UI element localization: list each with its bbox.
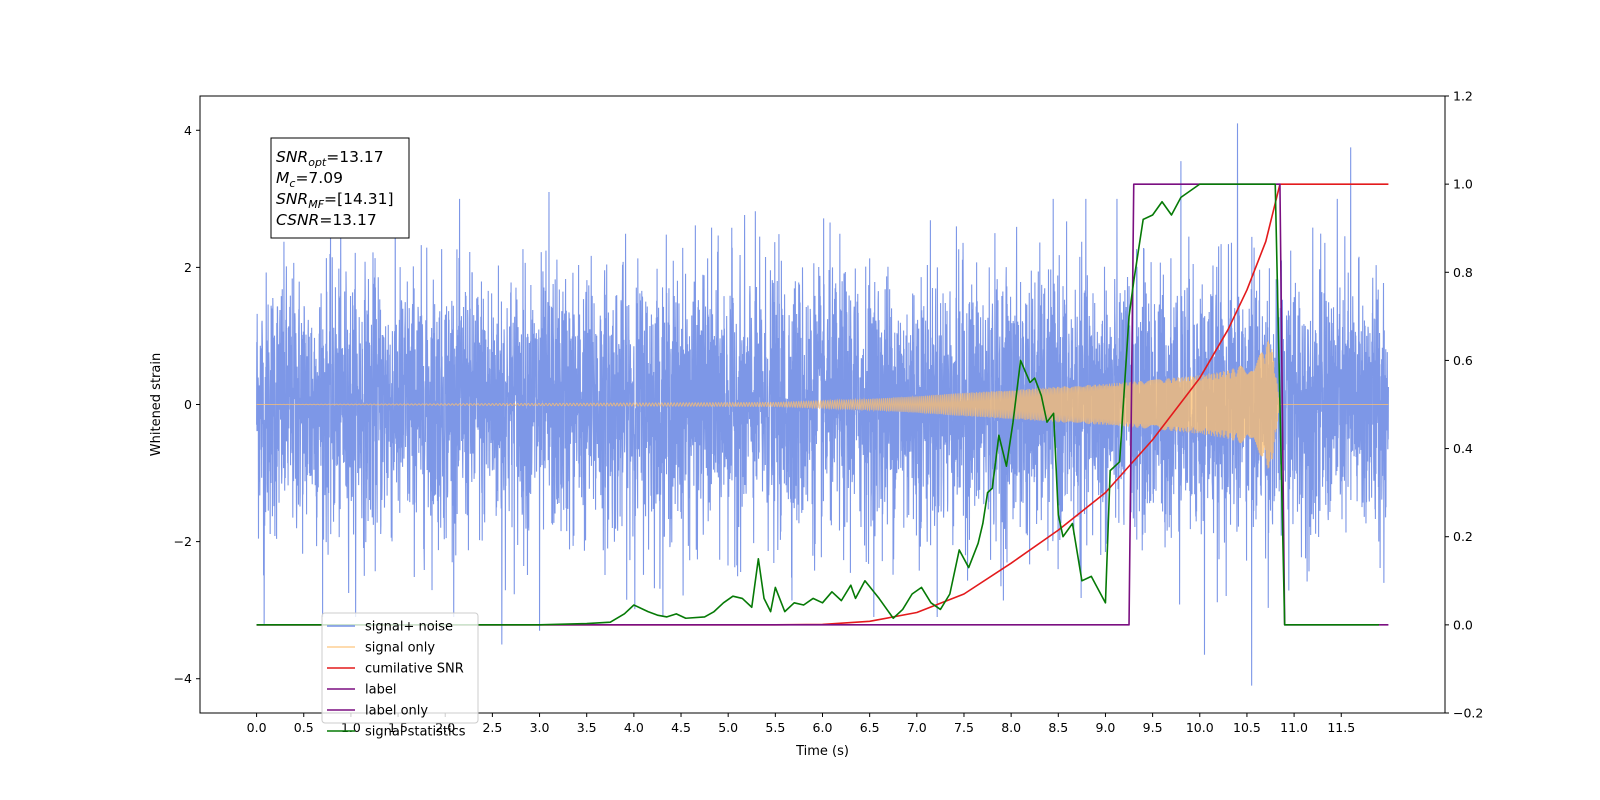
x-tick-label: 3.0 [530,720,550,735]
annotation-value: =[14.31] [324,190,393,208]
x-tick-label: 2.5 [482,720,502,735]
annotation-subscript: MF [308,198,324,211]
annotation-line: CSNR=13.17 [276,211,377,229]
legend-label: label only [365,704,428,719]
annotation-line: SNRopt=13.17 [276,148,384,169]
x-tick-label: 0.5 [294,720,314,735]
y-right-tick-label: 0.4 [1453,441,1473,456]
y-right-tick-label: 0.8 [1453,265,1473,280]
x-tick-label: 3.5 [577,720,597,735]
x-tick-label: 8.5 [1048,720,1068,735]
x-tick-label: 10.5 [1233,720,1261,735]
annotation-symbol: CSNR [276,211,319,229]
x-tick-label: 4.5 [671,720,691,735]
annotation-subscript: opt [308,156,327,169]
x-tick-label: 11.5 [1327,720,1355,735]
annotation-line: SNRMF=[14.31] [276,190,394,211]
legend-label: cumilative SNR [365,662,464,677]
annotation-value: =13.17 [319,211,376,229]
signal-noise-series [256,123,1389,686]
x-tick-label: 2.0 [435,720,455,735]
x-axis-label: Time (s) [795,744,849,759]
x-tick-label: 9.5 [1143,720,1163,735]
y-right-tick-label: 0.0 [1453,617,1473,632]
signal-statistics-line [256,183,1379,626]
x-tick-label: 9.0 [1096,720,1116,735]
x-tick-label: 7.0 [907,720,927,735]
x-tick-label: 5.0 [718,720,738,735]
x-tick-label: 4.0 [624,720,644,735]
y-left-tick-label: −2 [174,534,192,549]
annotation-symbol: M [276,169,289,187]
x-tick-label: 8.0 [1001,720,1021,735]
annotation-subscript: c [289,177,295,190]
x-tick-label: 6.0 [813,720,833,735]
stats-annotation-box: SNRopt=13.17Mc=7.09SNRMF=[14.31]CSNR=13.… [270,137,410,239]
line-series-group [256,183,1389,626]
legend: signal+ noise signal only cumilative SNR la… [321,612,479,740]
annotation-value: =7.09 [295,169,343,187]
legend-label: signal only [365,641,435,656]
annotation-value: =13.17 [326,148,383,166]
y-left-tick-label: −4 [174,671,192,686]
legend-frame [321,612,479,724]
x-tick-label: 6.5 [860,720,880,735]
x-tick-label: 11.0 [1280,720,1308,735]
y-right-tick-label: 1.0 [1453,177,1473,192]
signal-noise-line [256,123,1389,686]
annotation-line: Mc=7.09 [276,169,343,190]
legend-label: signal statistics [365,725,466,740]
legend-label: label [365,683,396,698]
signal-only-series [256,340,1389,469]
y-right-tick-label: 0.6 [1453,353,1473,368]
x-tick-label: 10.0 [1186,720,1214,735]
annotation-symbol: SNR [276,148,308,166]
annotation-symbol: SNR [276,190,308,208]
cumilative-snr-line [256,183,1389,626]
y-left-tick-label: 0 [184,397,192,412]
x-tick-label: 5.5 [765,720,785,735]
signal-only-line [256,340,1389,469]
x-tick-label: 1.5 [388,720,408,735]
legend-label: signal+ noise [365,620,453,635]
y-axis-label: Whitened strain [149,353,164,456]
y-left-tick-label: 2 [184,260,192,275]
annotation-box-frame [270,137,410,239]
x-tick-label: 0.0 [247,720,267,735]
y-right-tick-label: 0.2 [1453,529,1473,544]
y-right-tick-label: 1.2 [1453,89,1473,104]
y-right-tick-label: −0.2 [1453,706,1483,721]
x-tick-label: 7.5 [954,720,974,735]
y-left-tick-label: 4 [184,123,192,138]
